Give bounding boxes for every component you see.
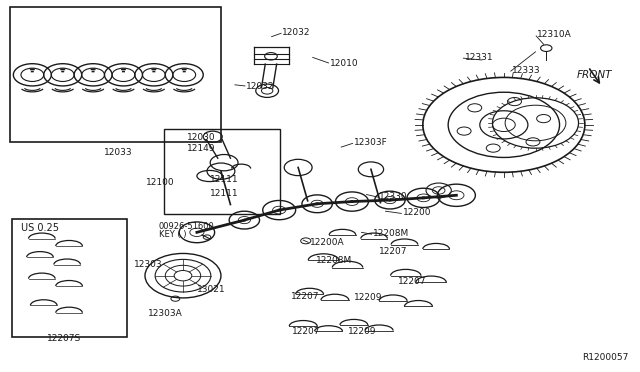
Text: 00926-51600: 00926-51600: [159, 222, 214, 231]
Text: 12208M: 12208M: [373, 229, 409, 238]
Text: 12111: 12111: [209, 189, 238, 198]
Text: 12207S: 12207S: [47, 334, 81, 343]
Text: 12200A: 12200A: [310, 238, 344, 247]
Text: 12303A: 12303A: [148, 310, 182, 318]
Text: 12209: 12209: [354, 294, 382, 302]
Text: 12100: 12100: [147, 178, 175, 187]
Text: 12010: 12010: [330, 59, 358, 68]
Text: 12331: 12331: [465, 52, 493, 61]
Text: KEY ( ): KEY ( ): [159, 230, 186, 239]
Text: FRONT: FRONT: [577, 70, 612, 80]
Text: 12032: 12032: [282, 28, 311, 37]
Text: 12032: 12032: [246, 82, 275, 91]
Text: 12033: 12033: [104, 148, 132, 157]
Text: 12333: 12333: [512, 66, 541, 75]
Text: 12030: 12030: [188, 132, 216, 142]
Bar: [12, 219, 127, 337]
Text: US 0.25: US 0.25: [21, 222, 59, 232]
Text: 12310A: 12310A: [538, 30, 572, 39]
Text: 12330: 12330: [379, 192, 408, 201]
Text: 12207: 12207: [292, 327, 321, 336]
Text: R1200057: R1200057: [582, 353, 628, 362]
Text: 12208M: 12208M: [316, 256, 352, 265]
Bar: [10, 7, 221, 142]
Text: 12303F: 12303F: [354, 138, 388, 147]
Text: 12303: 12303: [134, 260, 162, 269]
Text: 12149: 12149: [188, 144, 216, 153]
Text: 12207: 12207: [291, 292, 319, 301]
Text: 12111: 12111: [209, 175, 238, 184]
Text: 12209: 12209: [348, 327, 376, 336]
Text: 12200: 12200: [403, 208, 431, 217]
Bar: [164, 129, 280, 214]
Text: 12207: 12207: [379, 247, 408, 256]
Text: 13021: 13021: [197, 285, 225, 294]
Text: 12207: 12207: [398, 277, 427, 286]
